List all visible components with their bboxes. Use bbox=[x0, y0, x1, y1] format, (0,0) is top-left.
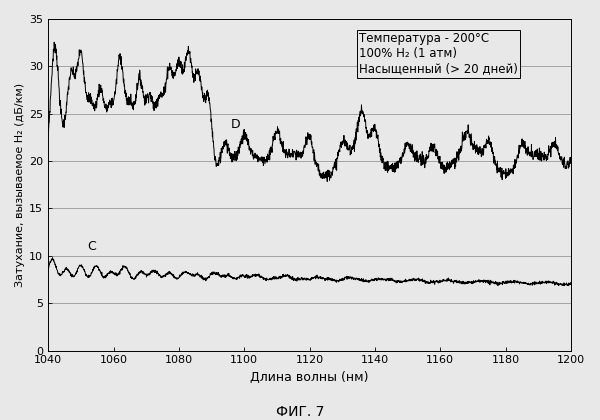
Y-axis label: Затухание, вызываемое H₂ (дБ/км): Затухание, вызываемое H₂ (дБ/км) bbox=[15, 83, 25, 287]
Text: C: C bbox=[88, 240, 96, 253]
X-axis label: Длина волны (нм): Длина волны (нм) bbox=[250, 371, 369, 384]
Text: D: D bbox=[231, 118, 241, 131]
Text: ФИГ. 7: ФИГ. 7 bbox=[276, 405, 324, 419]
Text: Температура - 200°С
100% H₂ (1 атм)
Насыщенный (> 20 дней): Температура - 200°С 100% H₂ (1 атм) Насы… bbox=[359, 32, 518, 75]
